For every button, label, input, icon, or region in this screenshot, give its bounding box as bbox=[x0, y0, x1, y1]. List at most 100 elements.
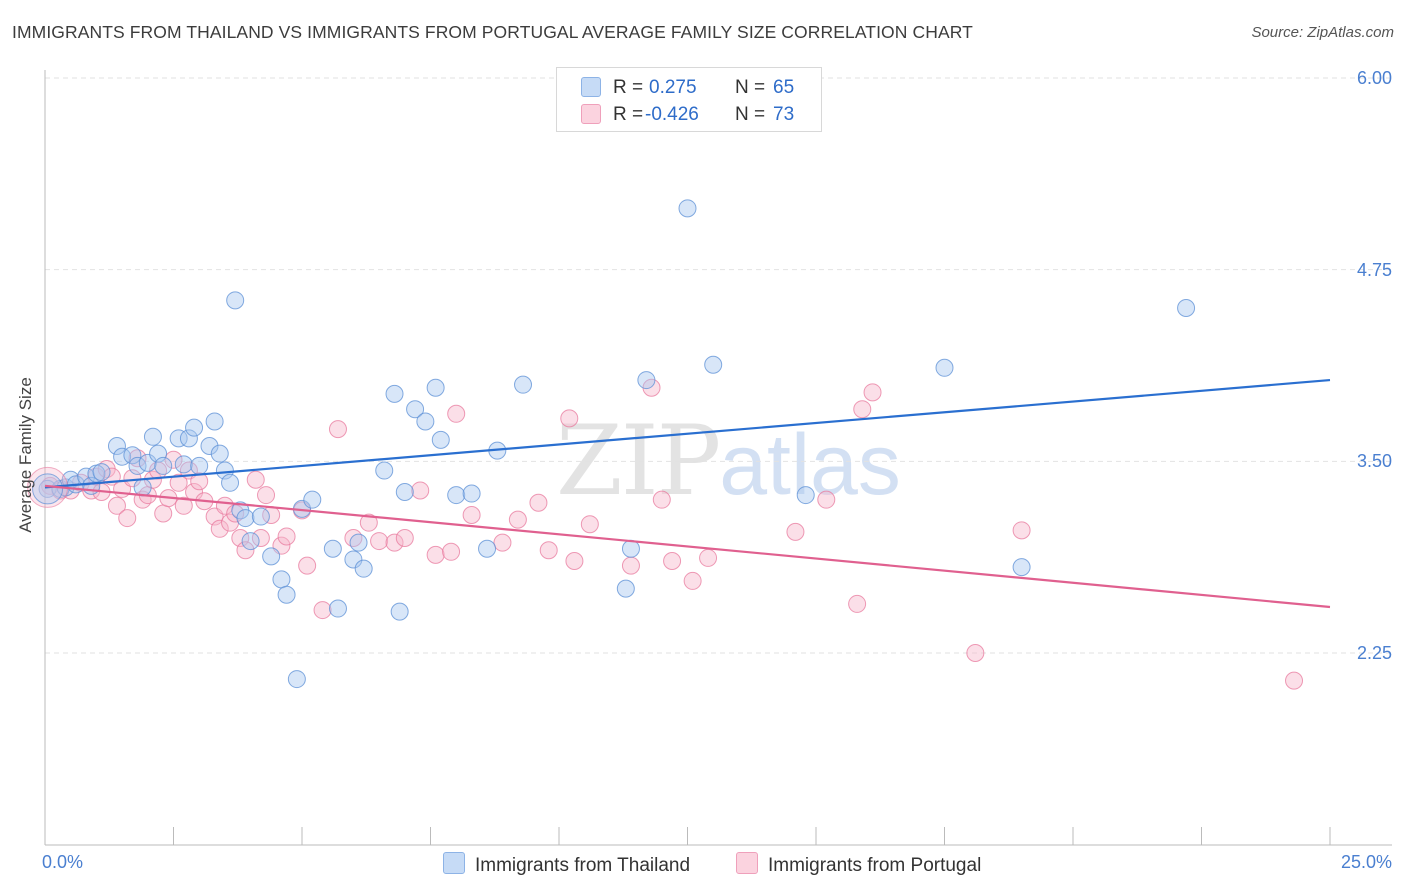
y-tick-label: 3.50 bbox=[1356, 451, 1392, 472]
point-portugal bbox=[164, 450, 183, 469]
point-thailand-cluster bbox=[32, 473, 64, 505]
point-thailand bbox=[385, 384, 404, 403]
point-portugal bbox=[1285, 671, 1304, 690]
point-thailand bbox=[272, 570, 291, 589]
point-thailand bbox=[277, 585, 296, 604]
point-thailand bbox=[390, 602, 409, 621]
point-portugal bbox=[462, 506, 481, 524]
point-thailand bbox=[431, 430, 450, 449]
point-thailand bbox=[323, 539, 342, 558]
watermark: ZIPatlas bbox=[556, 405, 901, 517]
point-thailand bbox=[210, 444, 229, 463]
point-thailand bbox=[241, 532, 260, 551]
point-portugal bbox=[863, 383, 882, 402]
point-thailand bbox=[169, 429, 188, 448]
series-legend: Immigrants from Thailand Immigrants from… bbox=[0, 852, 1406, 878]
point-portugal bbox=[298, 556, 317, 575]
point-thailand bbox=[128, 456, 147, 475]
point-portugal bbox=[426, 545, 445, 564]
point-thailand bbox=[185, 418, 204, 437]
legend-r-value: 0.275 bbox=[649, 77, 697, 98]
point-thailand bbox=[478, 539, 497, 558]
point-portugal bbox=[621, 556, 640, 575]
point-portugal bbox=[848, 594, 867, 613]
point-portugal bbox=[246, 470, 265, 489]
x-tick-label-min: 0.0% bbox=[42, 852, 84, 872]
point-thailand bbox=[287, 670, 306, 689]
point-thailand bbox=[616, 579, 635, 598]
point-portugal bbox=[411, 481, 430, 500]
legend-n-label: N = bbox=[735, 77, 766, 98]
point-portugal bbox=[370, 532, 389, 551]
point-portugal bbox=[174, 496, 193, 515]
point-portugal bbox=[442, 542, 461, 561]
point-portugal bbox=[226, 504, 245, 523]
point-thailand bbox=[447, 486, 466, 505]
point-portugal bbox=[313, 601, 332, 620]
point-thailand bbox=[406, 400, 425, 419]
point-thailand bbox=[328, 599, 347, 618]
point-portugal bbox=[663, 552, 682, 570]
x-tick-label-max: 25.0% bbox=[1340, 852, 1392, 872]
point-portugal bbox=[529, 493, 548, 512]
point-thailand bbox=[38, 479, 57, 498]
legend-n-value: 65 bbox=[773, 77, 795, 98]
series-swatch-portugal bbox=[736, 852, 758, 874]
point-portugal bbox=[786, 522, 805, 541]
point-portugal bbox=[1012, 521, 1031, 540]
point-portugal bbox=[328, 420, 347, 439]
point-portugal bbox=[359, 513, 378, 532]
legend-r-value: -0.426 bbox=[645, 104, 699, 125]
point-portugal bbox=[210, 519, 229, 538]
point-portugal bbox=[447, 404, 466, 423]
point-thailand bbox=[221, 473, 240, 492]
point-thailand bbox=[349, 533, 368, 552]
point-thailand bbox=[262, 547, 281, 566]
chart-source: Source: ZipAtlas.com bbox=[1251, 24, 1394, 41]
point-thailand bbox=[395, 483, 414, 501]
point-thailand bbox=[123, 446, 142, 465]
series-swatch-thailand bbox=[443, 852, 465, 874]
point-thailand bbox=[236, 509, 255, 528]
point-thailand bbox=[190, 456, 209, 475]
legend-n-value: 73 bbox=[773, 104, 795, 125]
point-portugal bbox=[565, 552, 584, 570]
y-tick-label: 4.75 bbox=[1356, 259, 1392, 280]
point-thailand bbox=[1177, 299, 1196, 317]
point-thailand bbox=[514, 375, 533, 394]
point-portugal bbox=[580, 515, 599, 534]
point-portugal bbox=[853, 400, 872, 419]
legend-swatch-portugal bbox=[581, 104, 601, 124]
point-thailand bbox=[200, 437, 219, 455]
point-thailand bbox=[678, 199, 697, 218]
series-legend-thailand: Immigrants from Thailand bbox=[443, 852, 690, 877]
point-portugal bbox=[385, 533, 404, 552]
point-portugal bbox=[652, 490, 671, 509]
series-label-thailand: Immigrants from Thailand bbox=[475, 855, 691, 876]
point-thailand bbox=[637, 371, 656, 390]
point-portugal bbox=[251, 529, 270, 547]
point-portugal bbox=[493, 533, 512, 552]
point-thailand bbox=[416, 412, 435, 431]
series-legend-portugal: Immigrants from Portugal bbox=[736, 852, 981, 877]
point-thailand bbox=[226, 291, 245, 310]
point-thailand bbox=[303, 490, 322, 509]
trendline-portugal bbox=[44, 484, 1331, 609]
stats-legend: R = 0.275 N = 65 R = -0.426 N = 73 bbox=[556, 67, 822, 132]
point-thailand bbox=[462, 484, 481, 503]
point-portugal bbox=[107, 496, 126, 515]
point-portugal bbox=[508, 510, 527, 529]
point-thailand bbox=[154, 456, 173, 475]
trendline-thailand bbox=[44, 378, 1331, 489]
point-thailand bbox=[143, 427, 162, 446]
point-portugal bbox=[817, 490, 836, 509]
watermark-atlas: atlas bbox=[719, 417, 901, 513]
point-thailand bbox=[133, 478, 152, 497]
point-portugal bbox=[277, 527, 296, 546]
point-portugal bbox=[128, 449, 147, 468]
point-portugal bbox=[169, 473, 188, 492]
point-thailand bbox=[426, 378, 445, 397]
point-portugal bbox=[118, 509, 137, 528]
point-portugal bbox=[154, 504, 173, 523]
point-thailand bbox=[205, 412, 224, 431]
